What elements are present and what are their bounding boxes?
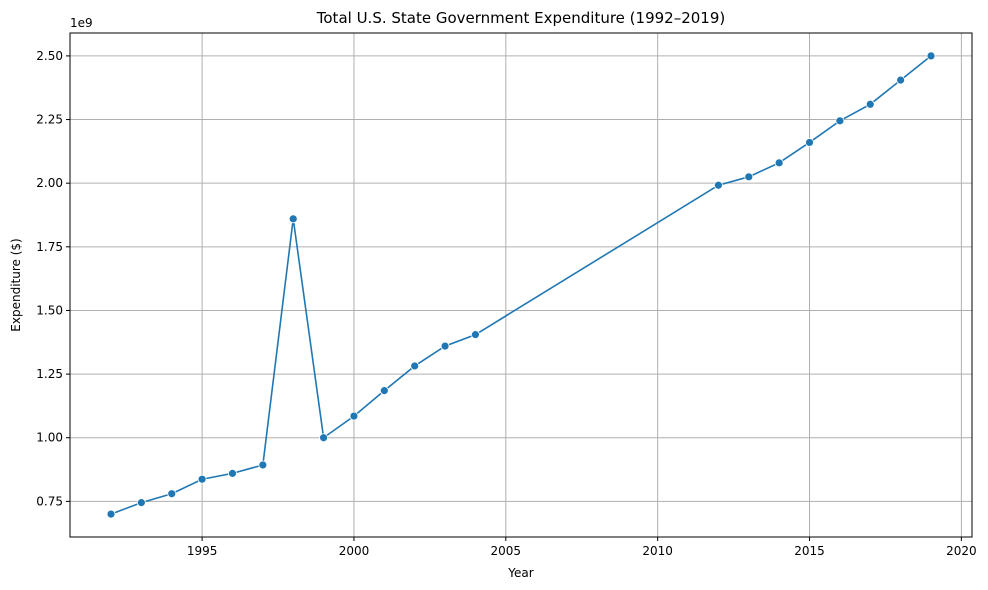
data-point xyxy=(805,138,814,147)
series-line xyxy=(110,55,932,515)
ticks: 1995 2000 2005 2010 2015 2020 0.75 1.00 1.25 1.50… xyxy=(36,49,976,558)
y-tick-label: 1.50 xyxy=(36,303,63,317)
y-axis-label: Expenditure ($) xyxy=(9,238,23,331)
x-tick-label: 2010 xyxy=(642,544,673,558)
x-axis-label: Year xyxy=(507,566,533,580)
data-point xyxy=(835,116,845,126)
data-point xyxy=(319,433,328,443)
chart-title: Total U.S. State Government Expenditure … xyxy=(316,9,725,27)
x-tick-label: 2020 xyxy=(946,544,977,558)
data-point xyxy=(774,158,784,168)
data-point xyxy=(896,75,906,85)
y-tick-label: 0.75 xyxy=(36,494,63,508)
data-point xyxy=(744,172,754,182)
data-point xyxy=(136,498,146,508)
y-tick-label: 2.25 xyxy=(36,113,63,127)
data-point xyxy=(106,509,116,519)
data-point xyxy=(379,386,389,396)
y-tick-label: 2.50 xyxy=(36,49,63,63)
y-tick-label: 1.25 xyxy=(36,367,63,381)
x-tick-label: 2015 xyxy=(794,544,825,558)
x-tick-label: 2000 xyxy=(339,544,370,558)
y-tick-label: 1.00 xyxy=(36,431,63,445)
y-axis-offset-label: 1e9 xyxy=(70,16,93,30)
data-point xyxy=(288,214,298,224)
data-point xyxy=(865,99,875,109)
data-point xyxy=(197,474,207,484)
data-point xyxy=(440,341,450,351)
grid xyxy=(70,33,972,537)
data-point xyxy=(349,411,359,421)
data-point xyxy=(228,468,237,478)
y-tick-label: 2.00 xyxy=(36,176,63,190)
data-point xyxy=(258,460,268,470)
data-point xyxy=(926,51,936,61)
data-point xyxy=(167,489,177,499)
series-layer xyxy=(106,51,936,519)
x-tick-label: 1995 xyxy=(187,544,218,558)
data-point xyxy=(471,330,480,340)
x-tick-label: 2005 xyxy=(491,544,522,558)
data-point xyxy=(714,180,723,190)
axes-frame xyxy=(69,32,973,538)
data-point xyxy=(410,361,420,371)
y-tick-label: 1.75 xyxy=(36,240,63,254)
